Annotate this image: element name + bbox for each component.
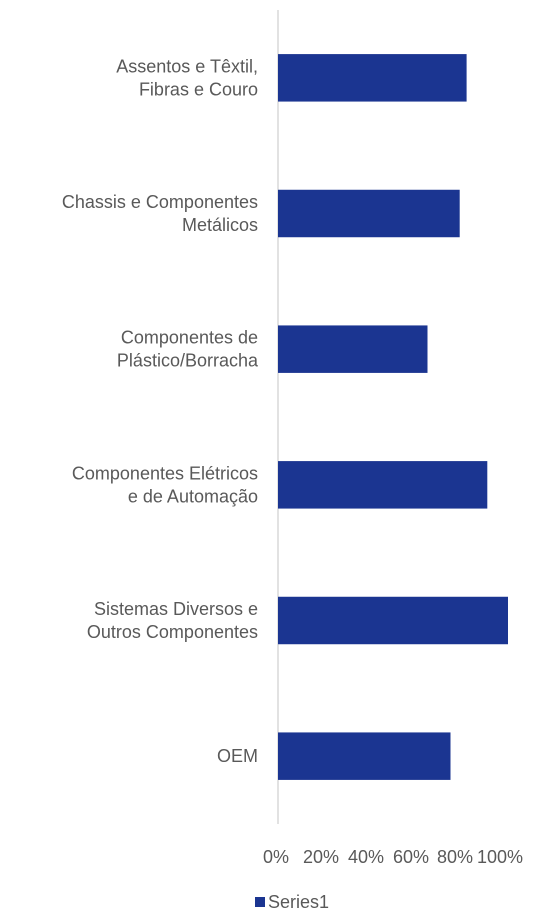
legend: Series1 <box>255 892 329 911</box>
category-label-line: Sistemas Diversos e <box>94 599 258 619</box>
bar <box>278 461 488 509</box>
category-label-line: Plástico/Borracha <box>117 351 259 371</box>
category-label: Componentes de Plástico/Borracha <box>117 328 259 371</box>
category-label: Assentos e Têxtil, Fibras e Couro <box>116 56 258 99</box>
bar <box>278 54 467 102</box>
category-label-line: Fibras e Couro <box>139 79 258 99</box>
category-label-line: e de Automação <box>128 486 258 506</box>
category-labels: Assentos e Têxtil, Fibras e Couro Chassis … <box>62 56 259 766</box>
bar <box>278 325 428 373</box>
category-label: Chassis e Componentes Metálicos <box>62 192 258 235</box>
x-tick-label: 60% <box>393 847 429 867</box>
x-tick-label: 0% <box>263 847 289 867</box>
bar <box>278 732 451 780</box>
x-tick-labels: 0% 20% 40% 60% 80% 100% <box>263 847 523 867</box>
x-tick-label: 40% <box>348 847 384 867</box>
category-label: OEM <box>217 746 258 766</box>
category-label-line: Componentes Elétricos <box>72 463 258 483</box>
category-label-line: Assentos e Têxtil, <box>116 56 258 76</box>
category-label: Sistemas Diversos e Outros Componentes <box>87 599 258 642</box>
category-label-line: Metálicos <box>182 215 258 235</box>
category-label-line: Componentes de <box>121 328 258 348</box>
x-tick-label: 20% <box>303 847 339 867</box>
legend-label: Series1 <box>268 892 329 911</box>
bars-group <box>278 54 508 780</box>
legend-swatch <box>255 897 265 907</box>
bar <box>278 596 508 645</box>
category-label-line: Outros Componentes <box>87 622 258 642</box>
category-label-line: OEM <box>217 746 258 766</box>
x-tick-label: 80% <box>437 847 473 867</box>
bar <box>278 189 460 238</box>
category-label: Componentes Elétricos e de Automação <box>72 463 258 506</box>
category-label-line: Chassis e Componentes <box>62 192 258 212</box>
x-tick-label: 100% <box>477 847 523 867</box>
